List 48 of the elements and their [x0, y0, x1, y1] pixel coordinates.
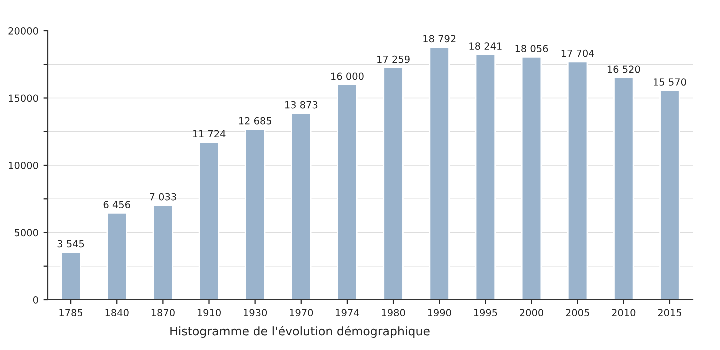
- x-tick-label: 1995: [474, 309, 498, 317]
- data-label: 15 570: [654, 78, 686, 86]
- bar: [244, 128, 266, 300]
- x-tick-label: 1870: [152, 309, 175, 317]
- x-tick-label: 1970: [290, 309, 314, 317]
- data-label: 18 241: [470, 42, 502, 50]
- x-tick-label: 1785: [60, 309, 83, 317]
- bar: [383, 67, 404, 300]
- y-tick-label: 0: [33, 296, 38, 304]
- bar: [429, 46, 450, 300]
- y-tick-label: 15000: [9, 94, 38, 102]
- x-tick-label: 2005: [566, 309, 590, 317]
- data-label: 12 685: [239, 117, 272, 125]
- x-tick-label: 2010: [612, 309, 636, 317]
- bar: [291, 112, 312, 300]
- x-tick-label: 1910: [198, 309, 221, 317]
- bar: [660, 90, 680, 300]
- bar: [475, 54, 496, 300]
- data-label: 16 000: [332, 72, 364, 80]
- x-tick-label: 2000: [520, 309, 544, 317]
- y-tick-label: 5000: [14, 229, 38, 237]
- bar: [198, 142, 220, 300]
- bar: [521, 56, 542, 300]
- x-tick-label: 1930: [244, 309, 268, 317]
- x-tick-label: 1974: [336, 309, 360, 317]
- data-label: 6 456: [104, 201, 130, 209]
- x-tick-label: 1980: [382, 309, 406, 317]
- bar: [60, 252, 82, 300]
- bar: [152, 204, 174, 300]
- y-tick-label: 10000: [9, 162, 38, 170]
- bar: [337, 84, 358, 300]
- x-tick-label: 1990: [428, 309, 452, 317]
- bar: [567, 61, 588, 300]
- x-tick-label: 1840: [106, 309, 129, 317]
- data-label: 16 520: [608, 66, 640, 74]
- bar: [106, 212, 128, 300]
- data-label: 11 724: [193, 130, 226, 138]
- data-label: 7 033: [150, 193, 176, 201]
- data-label: 17 259: [378, 56, 410, 64]
- data-label: 3 545: [58, 240, 84, 248]
- bar: [614, 77, 634, 300]
- data-label: 17 704: [562, 50, 594, 58]
- data-label: 13 873: [285, 101, 318, 109]
- x-tick-label: 2015: [658, 309, 682, 317]
- text: Histogramme de l'évolution démographique: [170, 326, 430, 338]
- y-tick-label: 20000: [8, 27, 38, 35]
- data-label: 18 792: [424, 35, 456, 43]
- data-label: 18 056: [516, 45, 548, 52]
